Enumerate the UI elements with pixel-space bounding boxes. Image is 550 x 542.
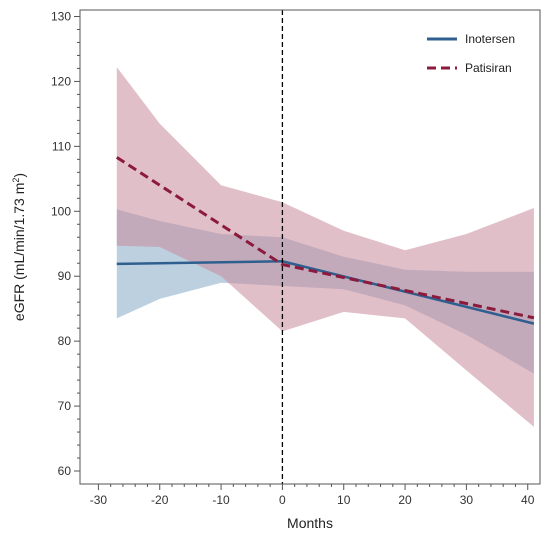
x-tick-label: -10: [212, 493, 230, 507]
y-tick-label: 80: [58, 334, 72, 348]
y-tick-label: 100: [51, 204, 71, 218]
plot-frame: [79, 9, 541, 485]
x-tick-label: -30: [90, 493, 108, 507]
y-tick-label: 70: [58, 399, 72, 413]
y-tick-label: 130: [51, 9, 71, 23]
x-tick-label: 20: [398, 493, 412, 507]
x-tick-label: 0: [279, 493, 286, 507]
series-line-patisiran: [115, 156, 535, 320]
y-axis-ticks: 60 70 80 90 100 110 120 130: [51, 9, 80, 478]
y-tick-label: 110: [52, 139, 71, 153]
legend-label-inotersen: Inotersen: [465, 32, 515, 46]
y-axis-title-main: eGFR (mL/min/1.73 m: [11, 183, 27, 321]
x-tick-label: 30: [460, 493, 474, 507]
confidence-band-patisiran: [116, 67, 534, 427]
y-tick-label: 90: [58, 269, 72, 283]
x-axis-title: Months: [287, 515, 333, 531]
y-axis-title-superscript: 2: [11, 178, 21, 183]
x-tick-label: 40: [521, 493, 535, 507]
y-axis-title-tail: ): [11, 173, 27, 178]
x-axis-ticks: -30 -20 -10 0 10 20 30 40: [90, 484, 535, 507]
confidence-bands: [116, 67, 534, 427]
y-axis-title: eGFR (mL/min/1.73 m2): [11, 173, 27, 321]
y-tick-label: 60: [58, 464, 72, 478]
x-tick-label: -20: [151, 493, 169, 507]
y-tick-label: 120: [51, 74, 71, 88]
legend-label-patisiran: Patisiran: [465, 61, 512, 75]
x-tick-label: 10: [337, 493, 351, 507]
legend: Inotersen Patisiran: [427, 32, 515, 75]
